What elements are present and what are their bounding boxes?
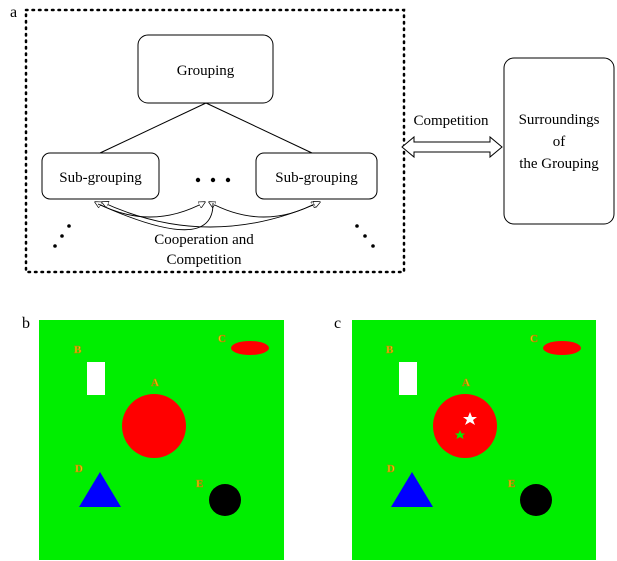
panel-b-ellipse-c (231, 341, 269, 355)
sub-grouping-right-label: Sub-grouping (275, 170, 358, 186)
panel-b-letter: b (22, 315, 30, 332)
ellipsis-dots (195, 177, 231, 183)
ellipsis-dots-right (355, 224, 375, 248)
grouping-label: Grouping (177, 63, 235, 79)
competition-double-arrow (401, 135, 503, 159)
panel-b-circle-e (209, 484, 241, 516)
ellipsis-dots-left (53, 224, 71, 248)
panel-b-label-e: E (196, 478, 203, 490)
panel-c-label-c: C (530, 333, 538, 345)
grouping-node: Grouping (137, 34, 274, 104)
surroundings-label-line3: the Grouping (519, 156, 599, 172)
edge-grouping-right (205, 102, 313, 154)
panel-b-label-d: D (75, 463, 83, 475)
surroundings-label-line2: of (553, 134, 566, 150)
panel-b-label-a: A (151, 377, 159, 389)
panel-c-ellipse-c (543, 341, 581, 355)
panel-a-letter: a (10, 4, 17, 21)
panel-c-circle-a (433, 394, 497, 458)
panel-b-triangle-d (79, 472, 121, 507)
cooperation-label-line1: Cooperation and (154, 232, 254, 248)
surroundings-label-line1: Surroundings (519, 112, 600, 128)
competition-label: Competition (414, 113, 490, 129)
surroundings-node: Surroundings of the Grouping (503, 57, 615, 225)
panel-c-letter: c (334, 315, 341, 332)
panel-c-star-green-icon (455, 430, 465, 439)
cooperation-arcs (95, 202, 320, 231)
panel-c-label-d: D (387, 463, 395, 475)
sub-grouping-left-label: Sub-grouping (59, 170, 142, 186)
panel-b-label-b: B (74, 344, 82, 356)
panel-b-rect-b (87, 362, 105, 395)
panel-b-circle-a (122, 394, 186, 458)
sub-grouping-right-node: Sub-grouping (255, 152, 378, 200)
panel-c-rect-b (399, 362, 417, 395)
panel-c-circle-e (520, 484, 552, 516)
panel-c-star-white-icon (463, 412, 477, 425)
panel-c-image: B C A D E (352, 320, 596, 560)
sub-grouping-left-node: Sub-grouping (41, 152, 160, 200)
panel-c-label-a: A (462, 377, 470, 389)
panel-c-label-b: B (386, 344, 394, 356)
edge-grouping-left (99, 102, 207, 154)
grouping-dotted-frame (24, 8, 406, 274)
panel-c-triangle-d (391, 472, 433, 507)
cooperation-label-line2: Competition (167, 252, 243, 268)
panel-b-image: B C A D E (39, 320, 284, 560)
panel-b-label-c: C (218, 333, 226, 345)
panel-c-label-e: E (508, 478, 515, 490)
